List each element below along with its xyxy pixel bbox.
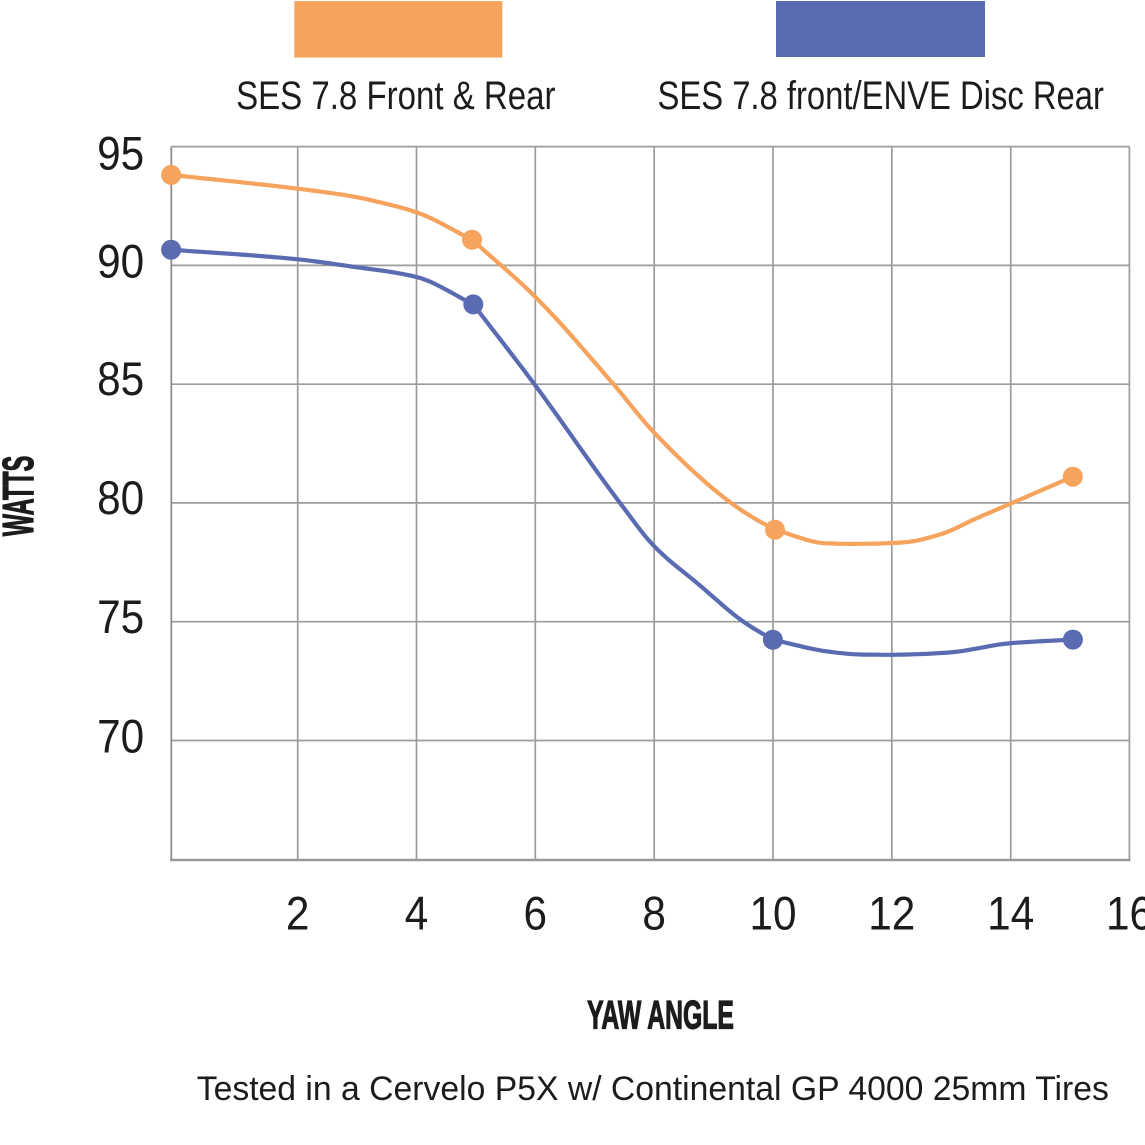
svg-text:12: 12 — [868, 889, 915, 941]
svg-text:WATTS: WATTS — [0, 456, 43, 537]
svg-text:6: 6 — [524, 889, 548, 941]
svg-text:85: 85 — [97, 354, 144, 406]
svg-text:YAW ANGLE: YAW ANGLE — [587, 994, 734, 1038]
svg-text:SES 7.8 Front & Rear: SES 7.8 Front & Rear — [236, 73, 555, 118]
svg-text:4: 4 — [405, 889, 429, 941]
svg-text:Tested in a Cervelo P5X w/ Con: Tested in a Cervelo P5X w/ Continental G… — [197, 1070, 1109, 1108]
svg-text:16: 16 — [1106, 889, 1145, 941]
svg-text:14: 14 — [987, 889, 1034, 941]
svg-text:10: 10 — [749, 889, 796, 941]
svg-text:70: 70 — [97, 712, 144, 764]
svg-text:90: 90 — [97, 236, 144, 288]
svg-text:75: 75 — [97, 592, 144, 644]
svg-text:95: 95 — [97, 128, 144, 180]
svg-text:SES 7.8 front/ENVE Disc Rear: SES 7.8 front/ENVE Disc Rear — [657, 73, 1103, 118]
svg-text:2: 2 — [286, 889, 310, 941]
svg-text:8: 8 — [642, 889, 666, 941]
svg-text:80: 80 — [97, 473, 144, 525]
